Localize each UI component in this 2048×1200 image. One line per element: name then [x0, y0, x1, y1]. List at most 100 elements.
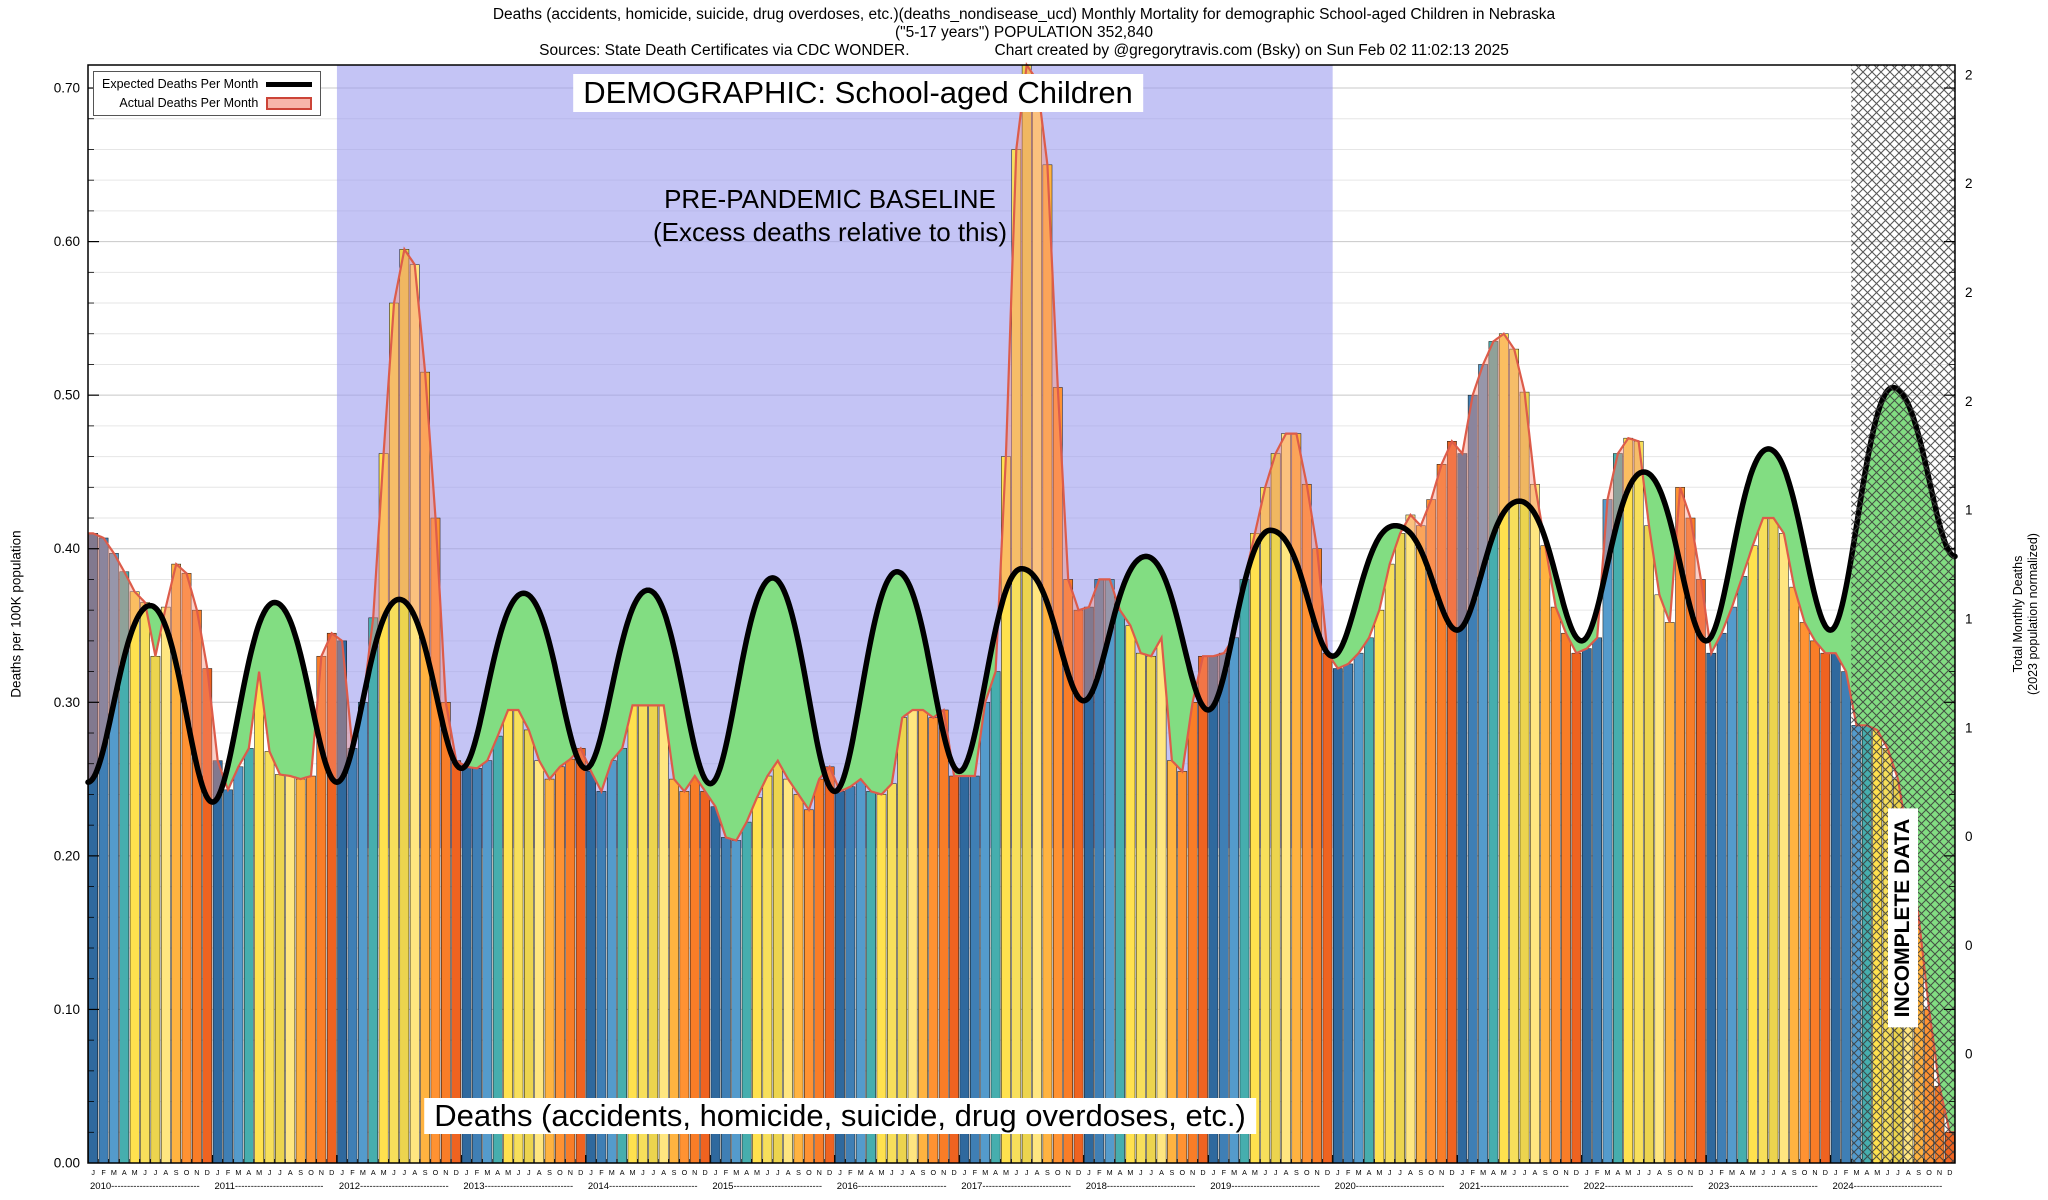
bar [980, 702, 991, 1164]
svg-text:2017--------------------------: 2017---------------------------- [961, 1181, 1071, 1192]
bar [347, 748, 358, 1164]
svg-text:M: M [256, 1168, 262, 1177]
svg-text:0.50: 0.50 [54, 388, 80, 403]
bar [1768, 517, 1779, 1164]
svg-text:2015--------------------------: 2015---------------------------- [712, 1181, 822, 1192]
svg-text:A: A [246, 1168, 251, 1177]
bar [648, 705, 659, 1164]
svg-text:D: D [703, 1168, 708, 1177]
svg-text:J: J [1834, 1168, 1838, 1177]
svg-text:J: J [1709, 1168, 1713, 1177]
svg-text:A: A [1491, 1168, 1496, 1177]
svg-text:0.10: 0.10 [54, 1002, 80, 1017]
bar [1270, 453, 1281, 1164]
bar [233, 766, 244, 1164]
svg-text:J: J [1512, 1168, 1516, 1177]
svg-text:0.40: 0.40 [54, 541, 80, 556]
monthly-death-bars [88, 64, 1955, 1164]
bar [1540, 545, 1551, 1164]
svg-text:M: M [1874, 1168, 1880, 1177]
svg-text:A: A [412, 1168, 417, 1177]
chart-sources: Sources: State Death Certificates via CD… [539, 42, 910, 59]
baseline-overlay-line1: PRE-PANDEMIC BASELINE [664, 184, 996, 214]
svg-text:M: M [630, 1168, 636, 1177]
bar [918, 709, 928, 1164]
svg-text:N: N [1066, 1168, 1071, 1177]
svg-text:M: M [360, 1168, 366, 1177]
svg-text:0.30: 0.30 [54, 695, 80, 710]
svg-text:0: 0 [1965, 1047, 1973, 1062]
svg-text:J: J [91, 1168, 95, 1177]
svg-text:A: A [1864, 1168, 1869, 1177]
svg-text:2023--------------------------: 2023---------------------------- [1708, 1181, 1818, 1192]
bar [295, 778, 306, 1164]
svg-text:S: S [1667, 1168, 1672, 1177]
svg-text:M: M [1480, 1168, 1486, 1177]
svg-text:N: N [319, 1168, 324, 1177]
svg-text:2022--------------------------: 2022---------------------------- [1584, 1181, 1694, 1192]
svg-text:M: M [982, 1168, 988, 1177]
bar [368, 617, 379, 1164]
svg-text:A: A [163, 1168, 168, 1177]
bar [1208, 655, 1219, 1164]
bar [938, 709, 949, 1164]
bar [1343, 663, 1354, 1164]
bar [1364, 637, 1374, 1164]
svg-text:J: J [641, 1168, 645, 1177]
svg-text:2018--------------------------: 2018---------------------------- [1086, 1181, 1196, 1192]
chart-title-line3: Sources: State Death Certificates via CD… [0, 42, 2048, 60]
svg-text:N: N [1688, 1168, 1693, 1177]
legend: Expected Deaths Per Month Actual Deaths … [93, 71, 322, 116]
svg-text:S: S [174, 1168, 179, 1177]
svg-text:J: J [1212, 1168, 1216, 1177]
svg-text:F: F [1097, 1168, 1102, 1177]
svg-text:J: J [1523, 1168, 1527, 1177]
bar [1571, 652, 1582, 1164]
svg-text:M: M [733, 1168, 739, 1177]
svg-text:0.60: 0.60 [54, 234, 80, 249]
svg-text:O: O [806, 1168, 812, 1177]
svg-text:J: J [517, 1168, 521, 1177]
svg-text:N: N [941, 1168, 946, 1177]
svg-text:M: M [1231, 1168, 1237, 1177]
svg-text:A: A [1408, 1168, 1413, 1177]
svg-text:M: M [1853, 1168, 1859, 1177]
svg-text:N: N [1439, 1168, 1444, 1177]
bar [1384, 563, 1395, 1164]
svg-text:J: J [268, 1168, 272, 1177]
bar [638, 705, 648, 1164]
svg-text:F: F [599, 1168, 604, 1177]
bar [1581, 648, 1592, 1164]
bar [243, 748, 254, 1164]
bar [306, 775, 316, 1164]
svg-text:J: J [1263, 1168, 1267, 1177]
svg-text:F: F [1844, 1168, 1849, 1177]
svg-text:O: O [931, 1168, 937, 1177]
svg-text:2011--------------------------: 2011---------------------------- [214, 1181, 323, 1192]
svg-text:2: 2 [1965, 285, 1973, 300]
bar [1104, 579, 1115, 1164]
svg-text:A: A [1657, 1168, 1662, 1177]
svg-text:A: A [288, 1168, 293, 1177]
y-axis-left-label: Deaths per 100K population [8, 530, 24, 698]
bar [1664, 622, 1675, 1164]
bar [358, 702, 368, 1164]
bar [1810, 640, 1820, 1164]
svg-text:M: M [505, 1168, 511, 1177]
bar [1115, 609, 1125, 1164]
bar [1146, 655, 1156, 1164]
svg-text:J: J [1015, 1168, 1019, 1177]
bar [1613, 453, 1623, 1164]
bar [1250, 533, 1260, 1164]
svg-text:2016--------------------------: 2016---------------------------- [837, 1181, 947, 1192]
svg-text:O: O [1055, 1168, 1061, 1177]
legend-expected-label: Expected Deaths Per Month [102, 77, 259, 91]
svg-text:A: A [1367, 1168, 1372, 1177]
svg-text:A: A [495, 1168, 500, 1177]
svg-text:D: D [1947, 1168, 1952, 1177]
svg-text:F: F [848, 1168, 853, 1177]
svg-text:D: D [951, 1168, 956, 1177]
svg-text:O: O [1677, 1168, 1683, 1177]
